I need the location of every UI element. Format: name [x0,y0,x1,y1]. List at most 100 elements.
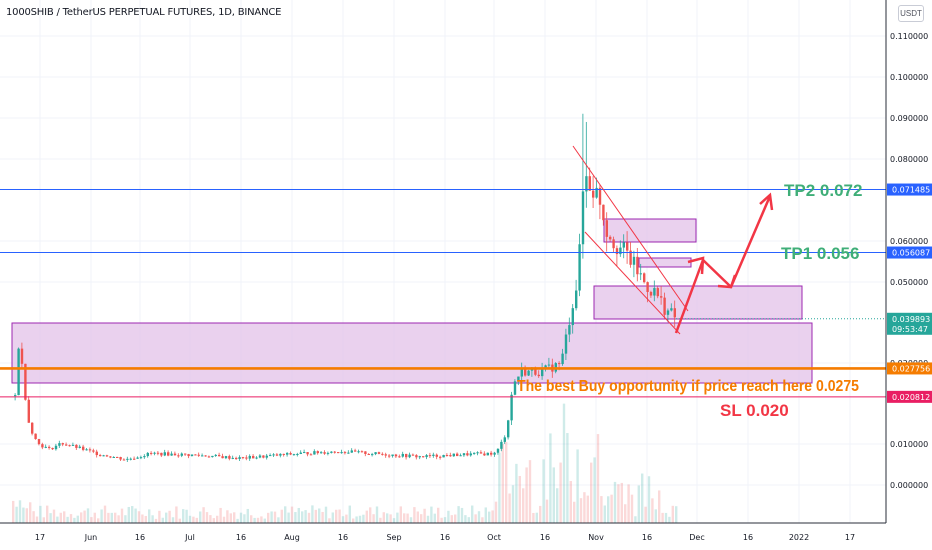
candle-body [422,456,425,458]
candle-body [649,291,653,296]
candle [619,240,622,257]
candle [109,456,112,459]
candle-body [653,288,656,296]
volume-bar [86,508,90,523]
volume-bar [188,515,192,523]
volume-bar [120,508,124,523]
candle-body [320,452,323,454]
candle [663,292,666,319]
candle-body [68,445,71,447]
candle-body [109,456,112,458]
volume-bar [610,494,613,523]
candle [337,452,340,454]
volume-bar [454,514,457,523]
candle-body [289,453,292,455]
volume-bar [528,460,532,523]
candle [456,452,459,457]
candle-body [245,457,248,459]
volume-bar [355,516,358,523]
volume-bar [579,498,583,523]
candle-body [326,452,330,454]
candle-body [160,452,163,456]
candle [211,455,214,458]
volume-bar [182,509,185,523]
volume-bar [542,459,545,523]
candle-body [486,452,489,456]
volume-bar [124,515,127,523]
candle-body [500,441,503,449]
candle [241,456,245,460]
candle [513,379,517,396]
candle-body [313,451,316,455]
candle [99,453,102,457]
volume-bar [175,506,178,523]
volume-bar [297,507,300,523]
candle-body [184,453,187,455]
candle [602,204,605,226]
candle-body [391,454,394,457]
volume-bar [151,515,154,523]
candle-body [401,453,404,457]
volume-bar [114,512,117,523]
volume-bar [403,513,406,523]
time-axis-bg [0,523,932,550]
candle-body [619,247,622,255]
buy-opportunity-label: The best Buy opportunity if price reach … [517,378,859,395]
candle [58,440,61,448]
candle-body [408,454,411,458]
currency-button[interactable]: USDT [898,5,924,22]
candle [615,245,619,267]
volume-bar [375,506,379,523]
volume-bar [12,500,15,523]
candle [350,448,353,453]
candle-body [252,455,255,459]
candle [626,231,629,264]
candle-body [534,368,537,375]
volume-bar [39,505,42,523]
candle [204,455,207,457]
candle [408,452,411,459]
candle [374,452,377,456]
volume-bar [76,515,79,523]
y-axis-tick: 0.050000 [890,278,928,287]
wedge-upper-line [572,145,689,312]
candle-body [133,458,136,460]
candle-body [173,453,177,456]
candle [364,451,367,457]
volume-bar [460,507,464,523]
volume-bar [110,512,113,523]
candle [632,250,636,278]
candle [398,454,401,458]
volume-bar [467,517,470,523]
candle [418,455,421,460]
candle [218,452,221,457]
candle [153,451,156,456]
candle-body [170,453,173,456]
candle [503,435,506,444]
candle [367,453,370,455]
candle [510,391,513,426]
y-axis-tick: 0.060000 [890,237,928,246]
candle [190,454,194,457]
x-axis-tick: Jun [84,533,98,542]
volume-bar [457,506,460,523]
candle-body [85,449,88,451]
candle-body [547,364,551,366]
candle-body [524,368,527,376]
volume-bar [481,517,484,523]
candle-body [255,457,258,459]
volume-bar [331,512,334,523]
volume-bar [168,510,171,523]
wedge-lower-line [584,231,681,335]
candle-body [323,452,326,454]
candle [340,449,343,454]
price-label-bg [887,246,932,259]
candle [313,449,316,455]
candle-body [292,454,296,456]
volume-bar [433,513,436,523]
tp1-label: TP1 0.056 [781,244,859,263]
candle [588,167,591,191]
candle [282,453,285,457]
volume-bar [273,511,277,523]
